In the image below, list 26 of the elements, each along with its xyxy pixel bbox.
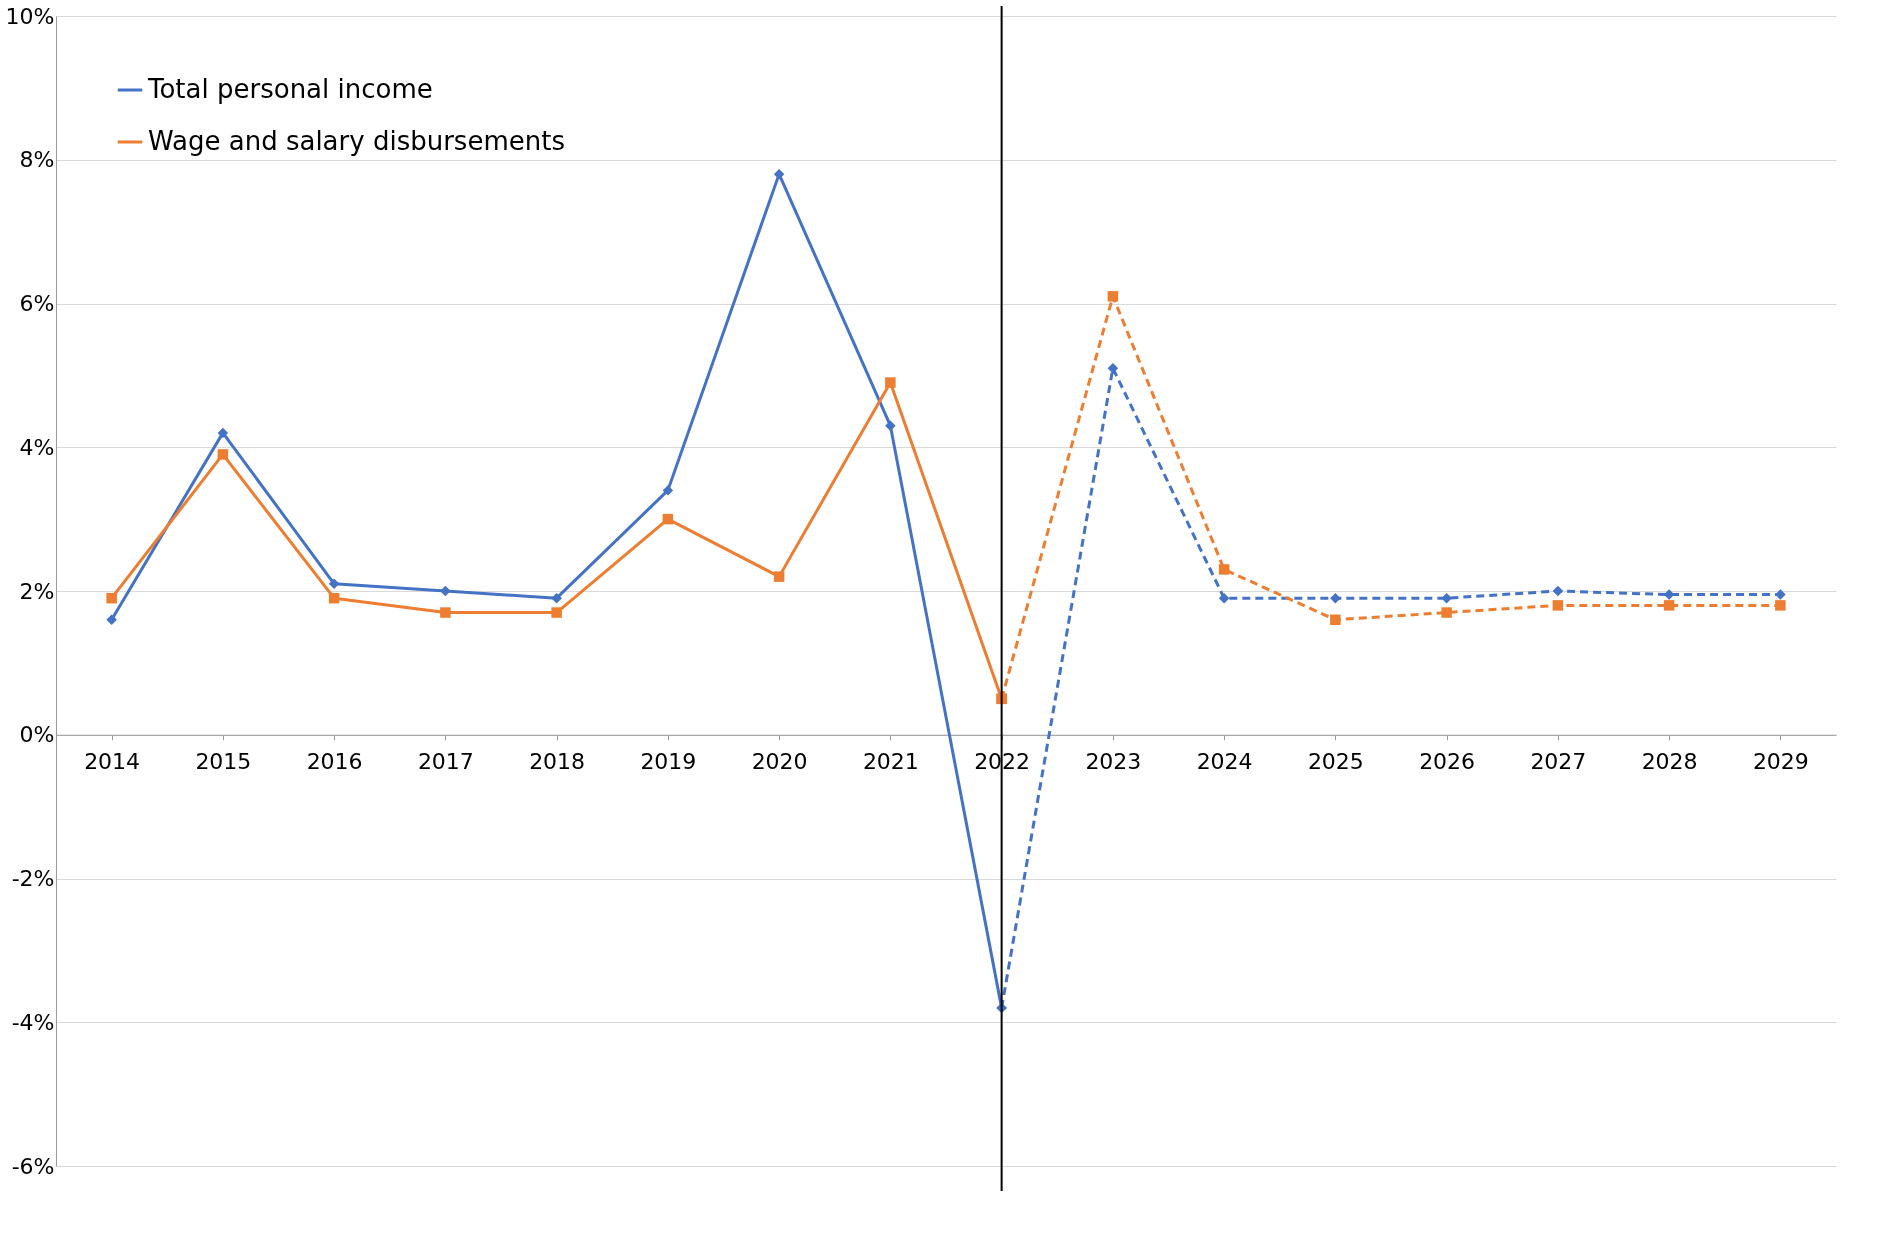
y-tick-label: -2% [11,866,55,891]
x-tick-label: 2029 [1752,749,1809,775]
x-tick-label: 2018 [529,749,586,775]
y-tick-label: 8% [19,147,55,173]
y-tick-label: 2% [19,578,55,604]
x-tick-label: 2016 [306,749,363,775]
y-tick-label: -4% [11,1009,55,1035]
y-tick-label: 0% [19,722,55,748]
y-tick-label: 4% [19,434,55,460]
x-tick-label: 2014 [84,749,141,775]
legend-label: Wage and salary disbursements [148,126,565,156]
legend-label: Total personal income [147,74,433,104]
y-tick-label: -6% [11,1153,55,1179]
x-tick-label: 2015 [195,749,252,775]
x-tick-label: 2019 [640,749,697,775]
y-tick-label: 6% [19,291,55,316]
x-tick-label: 2026 [1419,749,1476,775]
y-tick-label: 10% [5,3,55,29]
x-tick-label: 2028 [1641,749,1698,775]
x-tick-label: 2021 [862,749,919,775]
x-tick-label: 2023 [1085,749,1142,775]
x-tick-label: 2017 [417,749,474,775]
x-tick-label: 2020 [751,749,808,775]
x-tick-label: 2025 [1307,749,1364,775]
x-tick-label: 2024 [1196,749,1253,775]
x-tick-label: 2027 [1530,749,1587,775]
